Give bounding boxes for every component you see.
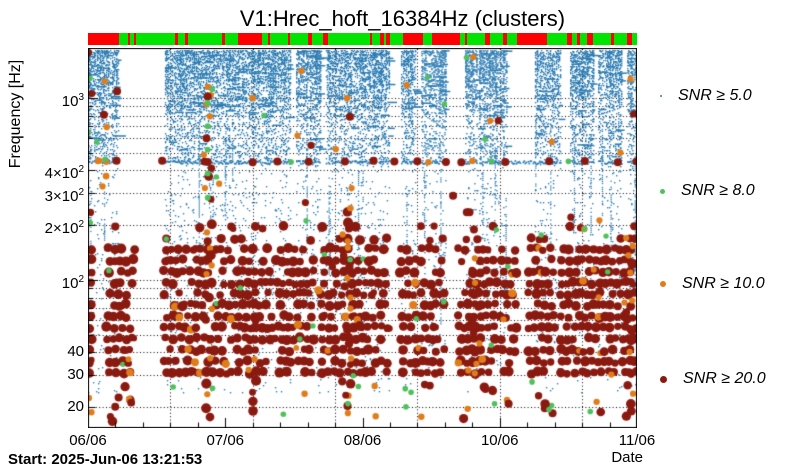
legend-marker-icon xyxy=(660,95,662,97)
status-segment-red xyxy=(307,33,312,45)
status-segment-green xyxy=(261,33,268,45)
x-tick-label: 07/06 xyxy=(206,432,245,449)
status-segment-red xyxy=(379,33,384,45)
status-segment-red xyxy=(516,33,547,45)
legend-item-snr-5: SNR ≥ 5.0 xyxy=(648,85,752,107)
y-tick-label: 4×102 xyxy=(44,164,84,183)
status-segment-red xyxy=(185,33,188,45)
status-segment-red xyxy=(484,33,490,45)
status-segment-green xyxy=(371,33,380,45)
legend-item-snr-20: SNR ≥ 20.0 xyxy=(648,368,766,390)
legend-item-snr-10: SNR ≥ 10.0 xyxy=(648,273,765,295)
x-tick-label: 11/06 xyxy=(618,432,656,449)
status-segment-green xyxy=(422,33,432,45)
status-segment-green xyxy=(327,33,370,45)
status-segment-green xyxy=(571,33,577,45)
status-segment-green xyxy=(224,33,238,45)
status-segment-green xyxy=(631,33,637,45)
status-segment-green xyxy=(389,33,403,45)
status-segment-green xyxy=(459,33,465,45)
status-segment-green xyxy=(269,33,288,45)
status-segment-red xyxy=(626,33,632,45)
status-segment-red xyxy=(222,33,225,45)
status-segment-green xyxy=(466,33,485,45)
status-segment-red xyxy=(431,33,460,45)
status-segment-green xyxy=(383,33,386,45)
status-segment-red xyxy=(127,33,130,45)
y-axis-title: Frequency [Hz] xyxy=(7,59,24,169)
y-tick-label: 40 xyxy=(67,343,84,361)
legend-label: SNR ≥ 8.0 xyxy=(681,182,755,199)
status-segment-red xyxy=(268,33,270,45)
y-tick-label: 102 xyxy=(61,274,84,292)
legend: SNR ≥ 5.0 SNR ≥ 8.0 SNR ≥ 10.0 SNR ≥ 20.0 xyxy=(648,48,805,428)
x-tick-label: 08/06 xyxy=(343,432,382,449)
status-segment-green xyxy=(311,33,323,45)
scatter-canvas xyxy=(88,48,637,428)
status-segment-red xyxy=(322,33,328,45)
status-segment-green xyxy=(119,33,128,45)
status-segment-red xyxy=(287,33,290,45)
status-segment-red xyxy=(88,33,120,45)
status-segment-green xyxy=(506,33,517,45)
status-segment-red xyxy=(566,33,572,45)
status-segment-green xyxy=(135,33,175,45)
y-tick-label: 20 xyxy=(67,398,84,416)
status-segment-red xyxy=(586,33,593,45)
y-tick-label: 2×102 xyxy=(44,219,84,238)
status-segment-green xyxy=(613,33,627,45)
x-tick-label: 10/06 xyxy=(480,432,519,449)
legend-label: SNR ≥ 5.0 xyxy=(678,87,752,104)
status-segment-green xyxy=(130,33,134,45)
legend-label: SNR ≥ 20.0 xyxy=(683,370,766,387)
y-tick-label: 3×102 xyxy=(44,187,84,206)
status-segment-green xyxy=(187,33,222,45)
status-segment-green xyxy=(177,33,185,45)
status-segment-red xyxy=(502,33,507,45)
status-segment-green xyxy=(489,33,503,45)
x-axis-title: Date xyxy=(611,449,643,466)
status-segment-green xyxy=(592,33,611,45)
x-tick-label: 06/06 xyxy=(69,432,107,449)
plot-title: V1:Hrec_hoft_16384Hz (clusters) xyxy=(239,6,566,31)
legend-marker-icon xyxy=(660,188,665,194)
status-segment-green xyxy=(579,33,587,45)
status-segment-red xyxy=(385,33,390,45)
status-segment-red xyxy=(576,33,580,45)
status-segment-red xyxy=(237,33,262,45)
status-segment-red xyxy=(175,33,178,45)
y-tick-label: 103 xyxy=(61,92,84,110)
status-bar xyxy=(88,33,637,45)
start-timestamp: Start: 2025-Jun-06 13:21:53 xyxy=(8,451,203,468)
status-segment-red xyxy=(402,33,423,45)
legend-item-snr-8: SNR ≥ 8.0 xyxy=(648,180,755,202)
legend-label: SNR ≥ 10.0 xyxy=(682,275,765,292)
status-segment-red xyxy=(369,33,372,45)
status-segment-red xyxy=(610,33,614,45)
legend-marker-icon xyxy=(660,375,667,383)
status-segment-green xyxy=(289,33,308,45)
status-segment-red xyxy=(464,33,467,45)
status-segment-green xyxy=(546,33,567,45)
legend-marker-icon xyxy=(660,281,666,287)
status-segment-red xyxy=(134,33,136,45)
y-tick-label: 30 xyxy=(67,366,84,384)
